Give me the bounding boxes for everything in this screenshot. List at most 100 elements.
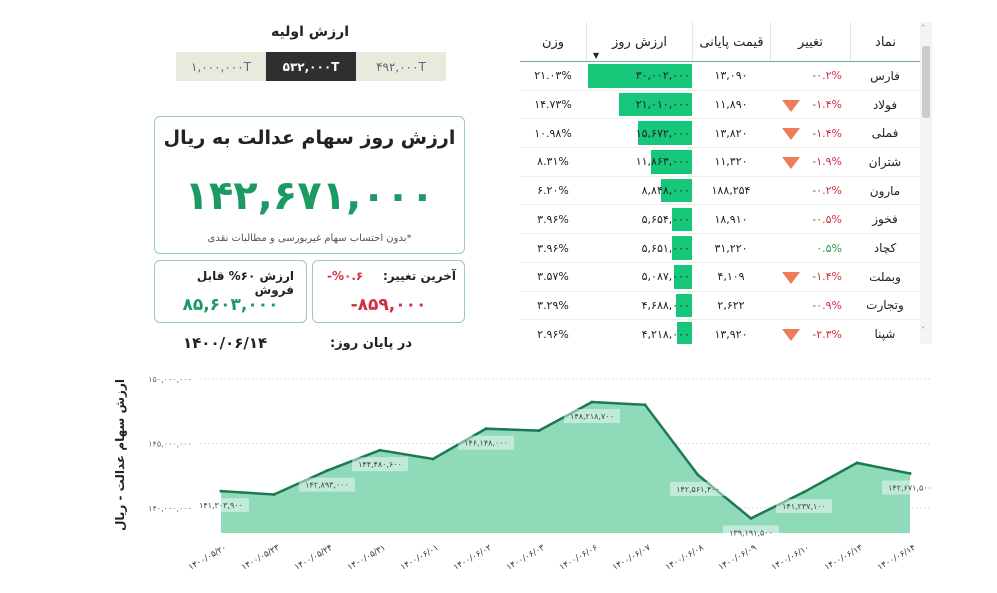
row-price: ۱۸,۹۱۰ bbox=[714, 212, 748, 226]
table-row[interactable]: فملی -۱.۴% ۱۳,۸۲۰ ۱۵,۶۷۲,۰۰۰ ۱۰.۹۸% bbox=[520, 119, 920, 149]
row-value: ۴,۶۸۸,۰۰۰ bbox=[586, 292, 692, 320]
value-bar bbox=[650, 150, 692, 174]
initial-option-532000[interactable]: ۵۳۲,۰۰۰T bbox=[266, 52, 356, 81]
data-point bbox=[325, 469, 329, 473]
header-value-label: ارزش روز bbox=[611, 34, 667, 50]
row-change: -۱.۴% bbox=[812, 270, 842, 284]
header-price[interactable]: قیمت پایانی bbox=[692, 22, 770, 62]
row-symbol: فولاد bbox=[872, 97, 898, 112]
data-label: ۱۴۲,۶۷۱,۵۰۰ bbox=[888, 484, 932, 493]
down-arrow-icon bbox=[782, 128, 800, 141]
last-change-value: -۸۵۹,۰۰۰ bbox=[350, 295, 427, 315]
sort-desc-icon: ▼ bbox=[593, 51, 600, 60]
series-line bbox=[220, 400, 911, 520]
table-scrollbar-thumb[interactable] bbox=[922, 46, 930, 118]
value-bar bbox=[619, 92, 692, 117]
row-price: ۲,۶۲۲ bbox=[717, 298, 745, 312]
data-label-bg bbox=[776, 499, 832, 514]
data-label: ۱۴۱,۳۰۳,۹۰۰ bbox=[199, 501, 243, 510]
table-row[interactable]: فخوز -۰.۵% ۱۸,۹۱۰ ۵,۶۵۴,۰۰۰ ۳.۹۶% bbox=[520, 206, 920, 235]
row-change: -۰.۲% bbox=[812, 69, 842, 83]
data-label-bg bbox=[882, 480, 938, 495]
row-value-text: ۱۵,۶۷۲,۰۰۰ bbox=[635, 126, 690, 140]
row-weight: ۶.۲۰% bbox=[537, 184, 569, 198]
main-note: *بدون احتساب سهام غیربورسی و مطالبات نقد… bbox=[207, 233, 412, 244]
data-label: ۱۴۲,۵۶۱,۴۰۰ bbox=[676, 485, 720, 494]
data-label: ۱۴۸,۲۱۸,۷۰۰ bbox=[570, 412, 614, 421]
data-point bbox=[537, 429, 541, 433]
row-change: ۰.۵% bbox=[816, 241, 842, 255]
data-point bbox=[696, 473, 700, 477]
row-symbol: فارس bbox=[870, 68, 900, 83]
data-point bbox=[802, 490, 806, 494]
data-label: ۱۴۱,۲۳۷,۱۰۰ bbox=[782, 502, 826, 511]
x-tick-label: ۱۴۰۰/۰۵/۲۰ bbox=[187, 543, 229, 573]
data-point bbox=[749, 516, 753, 520]
data-label-bg bbox=[193, 498, 249, 513]
scroll-up-icon[interactable]: ˄ bbox=[921, 24, 925, 33]
last-change-title: آخرین تغییر: bbox=[382, 269, 456, 283]
main-value: ۱۴۲,۶۷۱,۰۰۰ bbox=[184, 173, 435, 219]
value-bar bbox=[674, 264, 692, 289]
header-value[interactable]: ارزش روز ▼ bbox=[586, 22, 692, 62]
data-label: ۱۴۶,۱۴۸,۰۰۰ bbox=[464, 439, 508, 448]
sellable-title: ارزش ۶۰% قابل فروش bbox=[196, 269, 294, 297]
table-row[interactable]: کچاد ۰.۵% ۳۱,۲۲۰ ۵,۶۵۱,۰۰۰ ۳.۹۶% bbox=[520, 234, 920, 263]
holdings-table: نماد تغییر قیمت پایانی ارزش روز ▼ وزن فار… bbox=[520, 22, 932, 344]
table-row[interactable]: مارون -۰.۲% ۱۸۸,۲۵۴ ۸,۸۴۸,۰۰۰ ۶.۲۰% bbox=[520, 177, 920, 206]
row-weight: ۳.۵۷% bbox=[537, 270, 569, 284]
data-point bbox=[378, 448, 382, 452]
row-weight: ۳.۲۹% bbox=[537, 298, 569, 312]
row-value-text: ۲۱,۰۱۰,۰۰۰ bbox=[635, 98, 690, 112]
row-symbol: فخوز bbox=[872, 212, 898, 227]
row-value: ۵,۶۵۱,۰۰۰ bbox=[586, 234, 692, 262]
y-tick-label: ۱۵۰,۰۰۰,۰۰۰ bbox=[148, 375, 192, 384]
table-row[interactable]: شتران -۱.۹% ۱۱,۳۲۰ ۱۱,۸۶۳,۰۰۰ ۸.۳۱% bbox=[520, 148, 920, 177]
row-value-text: ۵,۰۸۷,۰۰۰ bbox=[641, 270, 690, 284]
row-value-text: ۵,۶۵۴,۰۰۰ bbox=[641, 212, 690, 226]
table-row[interactable]: فارس -۰.۲% ۱۳,۰۹۰ ۳۰,۰۰۲,۰۰۰ ۲۱.۰۳% bbox=[520, 62, 920, 91]
data-label-bg bbox=[723, 525, 779, 540]
value-bar bbox=[677, 322, 692, 344]
area-fill bbox=[221, 401, 910, 533]
row-price: ۳۱,۲۲۰ bbox=[714, 241, 748, 255]
initial-option-1000000[interactable]: ۱,۰۰۰,۰۰۰T bbox=[176, 52, 266, 81]
data-label: ۱۳۹,۱۹۱,۵۰۰ bbox=[729, 528, 773, 537]
row-price: ۴,۱۰۹ bbox=[717, 270, 745, 284]
row-value: ۱۱,۸۶۳,۰۰۰ bbox=[586, 148, 692, 176]
data-label-bg bbox=[670, 481, 726, 496]
row-symbol: مارون bbox=[869, 183, 901, 198]
header-symbol[interactable]: نماد bbox=[850, 22, 920, 62]
data-point bbox=[272, 492, 276, 496]
table-row[interactable]: شپنا -۲.۳% ۱۳,۹۲۰ ۴,۲۱۸,۰۰۰ ۲.۹۶% bbox=[520, 320, 920, 344]
row-value: ۸,۸۴۸,۰۰۰ bbox=[586, 177, 692, 205]
row-price: ۱۱,۳۲۰ bbox=[714, 155, 748, 169]
initial-option-492000[interactable]: ۴۹۲,۰۰۰T bbox=[356, 52, 446, 81]
row-change: -۰.۹% bbox=[812, 298, 842, 312]
row-price: ۱۸۸,۲۵۴ bbox=[711, 184, 751, 198]
value-bar bbox=[672, 207, 692, 232]
row-value-text: ۸,۸۴۸,۰۰۰ bbox=[641, 184, 690, 198]
row-value-text: ۴,۶۸۸,۰۰۰ bbox=[641, 298, 690, 312]
down-arrow-icon bbox=[782, 99, 800, 112]
table-row[interactable]: وتجارت -۰.۹% ۲,۶۲۲ ۴,۶۸۸,۰۰۰ ۳.۲۹% bbox=[520, 292, 920, 321]
row-symbol: کچاد bbox=[873, 241, 897, 256]
table-row[interactable]: وبملت -۱.۴% ۴,۱۰۹ ۵,۰۸۷,۰۰۰ ۳.۵۷% bbox=[520, 263, 920, 292]
scroll-down-icon[interactable]: ˅ bbox=[921, 326, 925, 335]
header-weight[interactable]: وزن bbox=[541, 34, 565, 50]
row-value: ۵,۶۵۴,۰۰۰ bbox=[586, 206, 692, 234]
x-tick-label: ۱۴۰۰/۰۶/۱۴ bbox=[876, 543, 918, 573]
value-bar bbox=[672, 236, 692, 260]
row-weight: ۲۱.۰۳% bbox=[534, 69, 572, 83]
x-tick-label: ۱۴۰۰/۰۵/۲۴ bbox=[293, 543, 335, 573]
row-value-text: ۱۱,۸۶۳,۰۰۰ bbox=[635, 155, 690, 169]
row-value-text: ۵,۶۵۱,۰۰۰ bbox=[641, 241, 690, 255]
header-change[interactable]: تغییر bbox=[770, 22, 850, 62]
row-weight: ۳.۹۶% bbox=[537, 212, 569, 226]
data-label-bg bbox=[352, 457, 408, 472]
value-bar bbox=[675, 293, 692, 318]
data-point bbox=[643, 403, 647, 407]
last-change-percent: %۰.۶- bbox=[327, 269, 364, 283]
table-row[interactable]: فولاد -۱.۴% ۱۱,۸۹۰ ۲۱,۰۱۰,۰۰۰ ۱۴.۷۳% bbox=[520, 91, 920, 120]
x-tick-label: ۱۴۰۰/۰۶/۱۳ bbox=[823, 543, 865, 573]
